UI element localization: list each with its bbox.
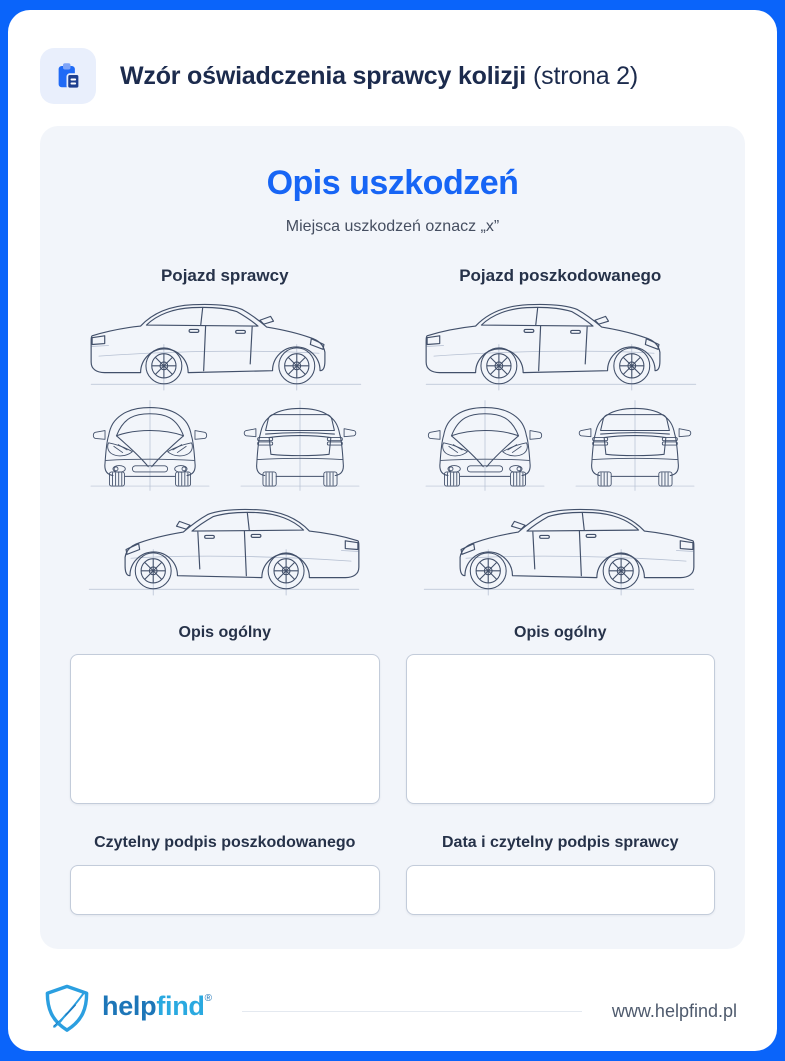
document-footer: helpfind® www.helpfind.pl	[8, 949, 777, 1042]
sheet-subtitle: Miejsca uszkodzeń oznacz „x”	[285, 218, 500, 235]
signature-label: Data i czytelny podpis sprawcy	[441, 834, 679, 851]
column-header: Pojazd poszkodowanego	[459, 266, 662, 285]
description-field[interactable]	[70, 654, 380, 804]
vehicle-columns: Pojazd sprawcy Opis ogólny Cz	[70, 266, 715, 915]
clipboard-icon	[40, 48, 96, 104]
registered-mark: ®	[204, 993, 212, 1004]
page-title: Wzór oświadczenia sprawcy kolizji (strona…	[120, 62, 638, 91]
car-side-left-diagram	[70, 501, 380, 598]
sheet-title: Opis uszkodzeń	[266, 164, 519, 202]
signature-field[interactable]	[70, 865, 380, 915]
column-perpetrator-vehicle: Pojazd sprawcy Opis ogólny Cz	[70, 266, 380, 915]
shield-quill-icon	[40, 981, 94, 1042]
description-label: Opis ogólny	[178, 624, 271, 641]
car-rear-diagram	[567, 397, 703, 499]
footer-divider	[241, 1011, 582, 1012]
description-field[interactable]	[405, 654, 715, 804]
column-header: Pojazd sprawcy	[160, 266, 289, 285]
car-side-right-diagram	[70, 296, 380, 393]
car-rear-diagram	[232, 397, 368, 499]
page-title-main: Wzór oświadczenia sprawcy kolizji	[120, 61, 527, 90]
car-front-diagram	[417, 397, 553, 499]
document-page: Wzór oświadczenia sprawcy kolizji (strona…	[8, 10, 777, 1051]
brand-wordmark: helpfind®	[102, 991, 212, 1021]
description-label: Opis ogólny	[514, 624, 607, 641]
car-side-left-diagram	[406, 501, 716, 598]
website-link[interactable]: www.helpfind.pl	[611, 1001, 737, 1021]
signature-field[interactable]	[405, 865, 715, 915]
column-injured-vehicle: Pojazd poszkodowanego Opis ogólny	[405, 266, 716, 915]
car-front-diagram	[82, 397, 218, 499]
document-header: Wzór oświadczenia sprawcy kolizji (strona…	[8, 10, 777, 126]
page-title-suffix: (strona 2)	[533, 61, 639, 90]
helpfind-logo: helpfind®	[40, 981, 212, 1042]
damage-description-sheet: Opis uszkodzeń Miejsca uszkodzeń oznacz …	[40, 126, 745, 949]
signature-label: Czytelny podpis poszkodowanego	[94, 834, 356, 851]
car-side-right-diagram	[406, 296, 716, 393]
